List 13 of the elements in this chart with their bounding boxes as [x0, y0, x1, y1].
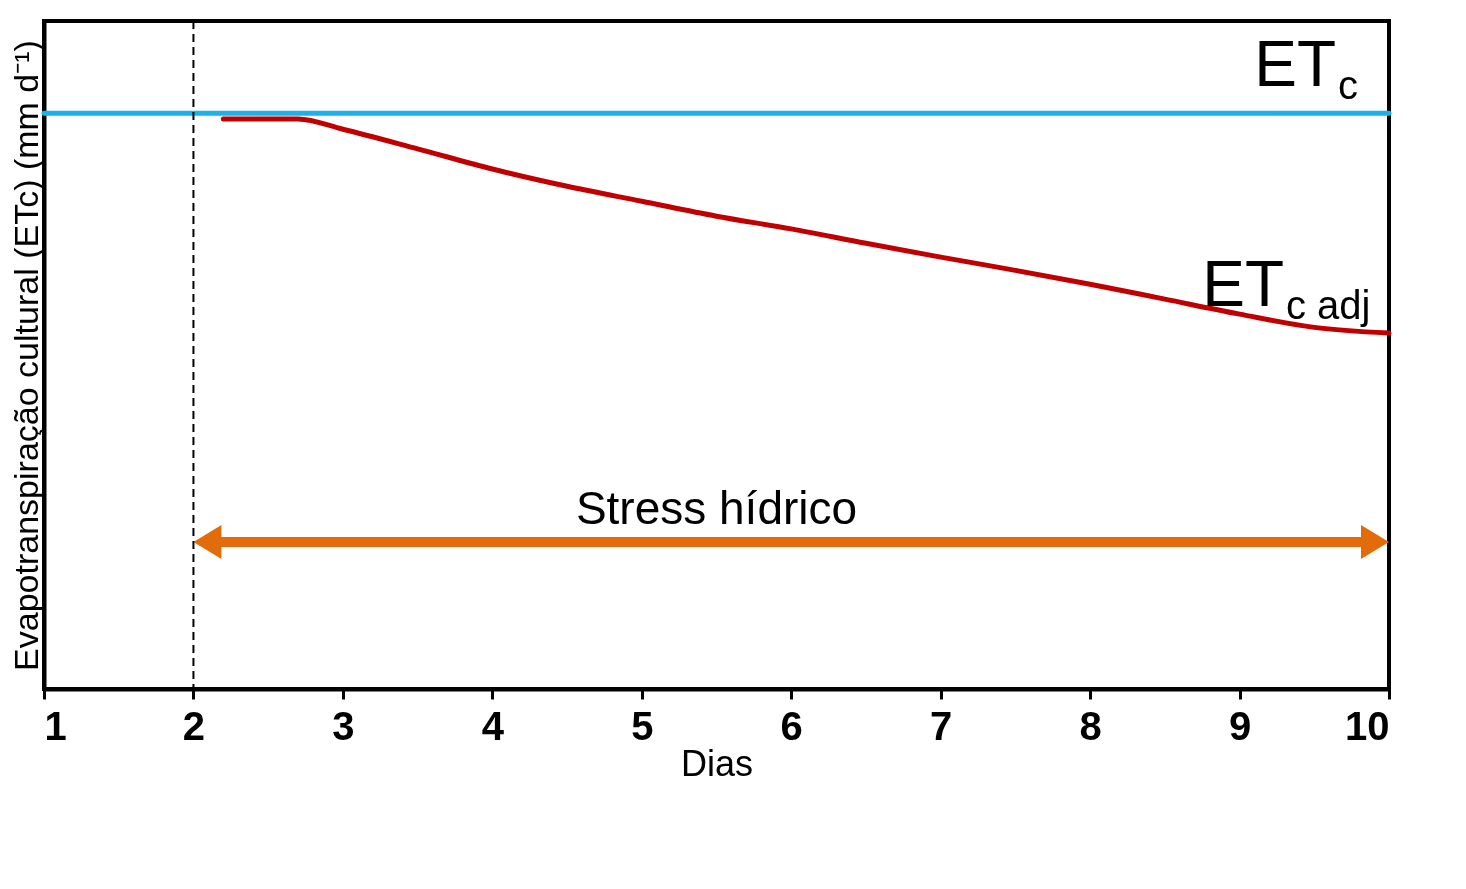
x-tick-label: 10: [1345, 703, 1390, 748]
x-tick-label: 8: [1079, 703, 1102, 748]
x-tick-label: 6: [780, 703, 803, 748]
x-tick-label: 5: [631, 703, 654, 748]
x-tick-label: 4: [481, 703, 505, 748]
x-tick-label: 9: [1228, 703, 1252, 748]
annotation: Stress hídrico: [575, 482, 858, 535]
x-axis-title: Dias: [680, 742, 754, 784]
x-tick-label: 1: [44, 703, 67, 748]
x-tick-label: 2: [182, 703, 206, 748]
x-tick-label: 7: [930, 703, 953, 748]
y-axis-title: Evapotranspiração cultural (ETc) (mm d⁻¹): [6, 40, 45, 671]
x-tick-label: 3: [332, 703, 355, 748]
